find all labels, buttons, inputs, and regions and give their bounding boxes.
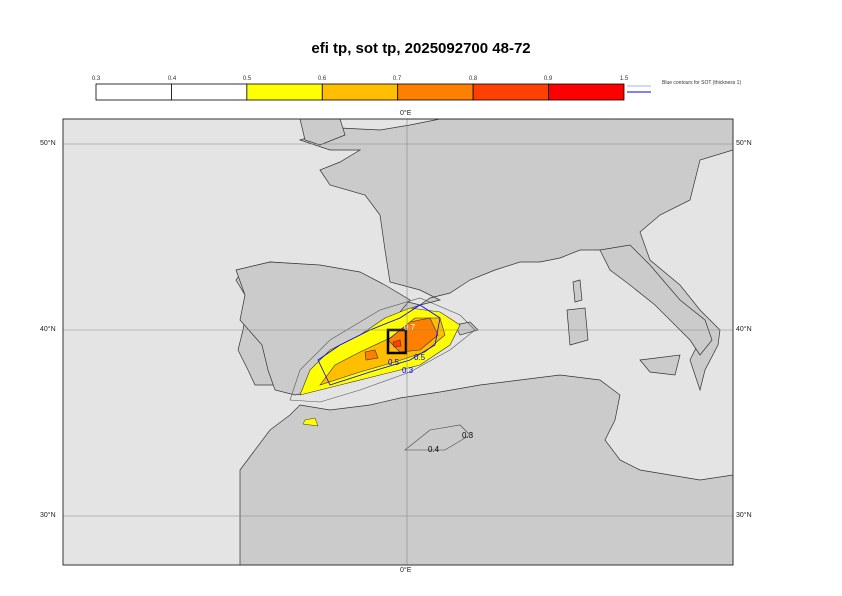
figure-title: efi tp, sot tp, 2025092700 48-72 <box>311 40 531 57</box>
contour-labels: 0.7 0.5 0.3 0.5 0.3 0.4 <box>388 323 474 454</box>
colorbar-box <box>321 83 399 101</box>
contour-label: 0.3 <box>402 366 414 375</box>
sot-legend-note: Blue contours for SOT (thickness 1) <box>662 80 742 86</box>
land-sicily <box>639 354 681 376</box>
colorbar-box <box>472 83 549 101</box>
gridlines <box>63 119 733 565</box>
colorbar-tick: 1.5 <box>619 76 629 82</box>
contour-label: 0.7 <box>404 323 416 332</box>
map-frame <box>62 118 734 566</box>
lon-label-top: 0°E <box>400 110 412 117</box>
efi-0.8-area <box>392 339 402 348</box>
lat-label-right: 40°N <box>736 326 752 333</box>
colorbar-tick: 0.8 <box>468 76 478 82</box>
contour-label: 0.5 <box>388 358 400 367</box>
colorbar-tick: 0.4 <box>167 76 177 82</box>
lat-label-right: 30°N <box>736 512 752 519</box>
land-sardinia <box>566 307 589 346</box>
land-britain <box>299 119 346 146</box>
lat-label-left: 50°N <box>40 140 56 147</box>
land-africa <box>239 374 733 565</box>
colorbar-boxes <box>95 83 625 101</box>
colorbar-tick: 0.3 <box>91 76 101 82</box>
lat-label-left: 40°N <box>40 326 56 333</box>
land-italy <box>599 244 713 356</box>
lat-label-right: 50°N <box>736 140 752 147</box>
lon-label-bottom: 0°E <box>400 567 412 574</box>
contour-label: 0.5 <box>414 353 426 362</box>
colorbar-box <box>95 83 172 101</box>
efi-0.7-area <box>364 349 379 361</box>
colorbar-tick: 0.7 <box>392 76 402 82</box>
sot-contour <box>317 304 441 386</box>
contour-label: 0.3 <box>462 431 474 440</box>
colorbar-box <box>171 83 248 101</box>
colorbar-tick: 0.9 <box>543 76 553 82</box>
contour-label: 0.4 <box>428 445 440 454</box>
colorbar-box <box>548 83 625 101</box>
lat-label-left: 30°N <box>40 512 56 519</box>
land-corsica <box>572 279 583 303</box>
efi-0.3-contour <box>289 297 476 403</box>
colorbar-box <box>246 83 323 101</box>
colorbar-tick: 0.5 <box>242 76 252 82</box>
colorbar-box <box>397 83 474 101</box>
efi-0.3-contour-africa <box>404 424 471 451</box>
efi-0.5-area <box>302 417 319 427</box>
colorbar-tick: 0.6 <box>317 76 327 82</box>
